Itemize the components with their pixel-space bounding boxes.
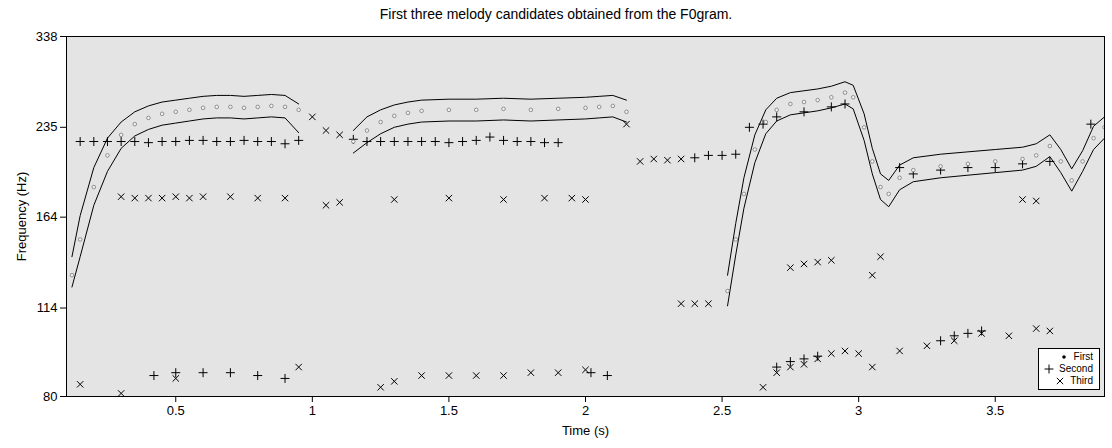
svg-text:1.5: 1.5 [440,403,458,418]
svg-text:164: 164 [36,209,58,224]
html-text:First three melody candidates: First three melody candidates obtained f… [379,6,733,22]
svg-text:235: 235 [36,119,58,134]
html-text:First: First [1073,351,1093,362]
html-text:Second: Second [1059,363,1093,374]
svg-text:2: 2 [582,403,589,418]
svg-text:1: 1 [309,403,316,418]
svg-text:338: 338 [36,29,58,44]
svg-text:Time (s): Time (s) [562,423,609,438]
svg-text:2.5: 2.5 [713,403,731,418]
svg-text:80: 80 [43,389,57,404]
html-text:Third: Third [1070,375,1093,386]
svg-text:114: 114 [37,300,58,315]
svg-text:0.5: 0.5 [167,403,185,418]
svg-text:Frequency (Hz): Frequency (Hz) [14,172,29,262]
svg-text:3.5: 3.5 [986,403,1004,418]
svg-text:3: 3 [855,403,862,418]
